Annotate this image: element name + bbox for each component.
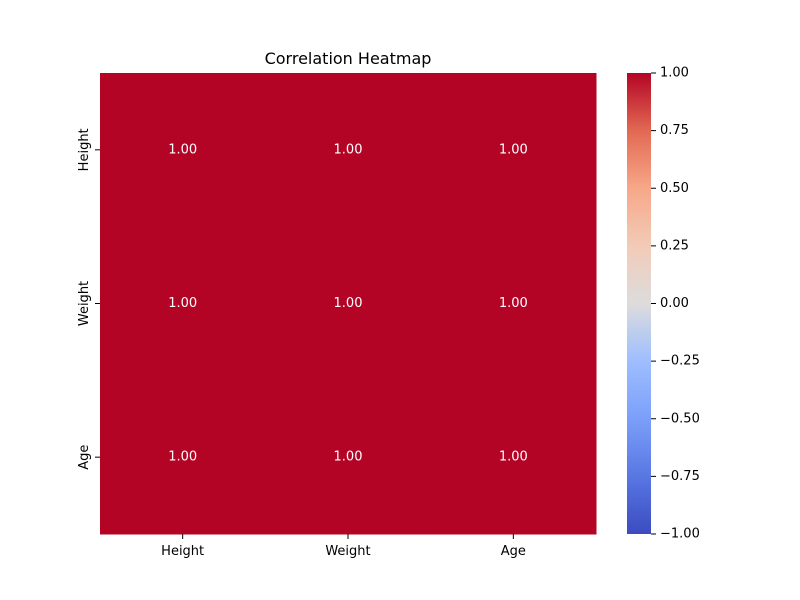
colorbar: 1.00 0.75 0.50 0.25 0.00 −0.25 −0.50 −0.75 −1.00: [627, 66, 700, 542]
colorbar-tick-label: 0.00: [660, 296, 689, 311]
colorbar-tick-label: 1.00: [660, 66, 689, 81]
cell-value-label: 1.00: [499, 296, 528, 311]
cell-value-label: 1.00: [168, 450, 197, 465]
colorbar-tick-label: 0.25: [660, 238, 689, 253]
heatmap-cell: [265, 226, 432, 381]
colorbar-tick-label: −1.00: [660, 527, 700, 542]
cell-value-label: 1.00: [334, 296, 363, 311]
colorbar-tick-label: −0.25: [660, 354, 700, 369]
x-axis: Height Weight Age: [161, 534, 526, 559]
y-tick-label: Age: [77, 445, 92, 470]
heatmap-cell: [265, 380, 432, 535]
chart-title: Correlation Heatmap: [265, 49, 432, 68]
heatmap-cell: [265, 73, 432, 228]
heatmap-cell: [430, 380, 597, 535]
cell-value-label: 1.00: [499, 142, 528, 157]
cell-value-label: 1.00: [334, 142, 363, 157]
y-tick-label: Height: [77, 128, 92, 171]
heatmap-cell: [430, 73, 597, 228]
heatmap-cell: [100, 226, 266, 381]
heatmap-cells: [100, 73, 597, 535]
colorbar-tick-label: −0.50: [660, 411, 700, 426]
colorbar-ticks: 1.00 0.75 0.50 0.25 0.00 −0.25 −0.50 −0.75 −1.00: [651, 66, 700, 542]
colorbar-tick-label: −0.75: [660, 469, 700, 484]
cell-value-label: 1.00: [168, 296, 197, 311]
colorbar-tick-label: 0.75: [660, 123, 689, 138]
colorbar-gradient: [627, 73, 651, 534]
heatmap-cell: [430, 226, 597, 381]
x-tick-label: Weight: [325, 544, 370, 559]
x-tick-label: Age: [501, 544, 526, 559]
x-tick-label: Height: [161, 544, 204, 559]
cell-value-label: 1.00: [334, 450, 363, 465]
heatmap-cell: [100, 380, 266, 535]
y-axis: Height Weight Age: [77, 128, 100, 470]
heatmap-cell: [100, 73, 266, 228]
cell-value-label: 1.00: [168, 142, 197, 157]
heatmap-cell-labels: 1.00 1.00 1.00 1.00 1.00 1.00 1.00 1.00 1.00: [168, 142, 528, 464]
y-tick-label: Weight: [77, 281, 92, 326]
colorbar-tick-label: 0.50: [660, 181, 689, 196]
cell-value-label: 1.00: [499, 450, 528, 465]
